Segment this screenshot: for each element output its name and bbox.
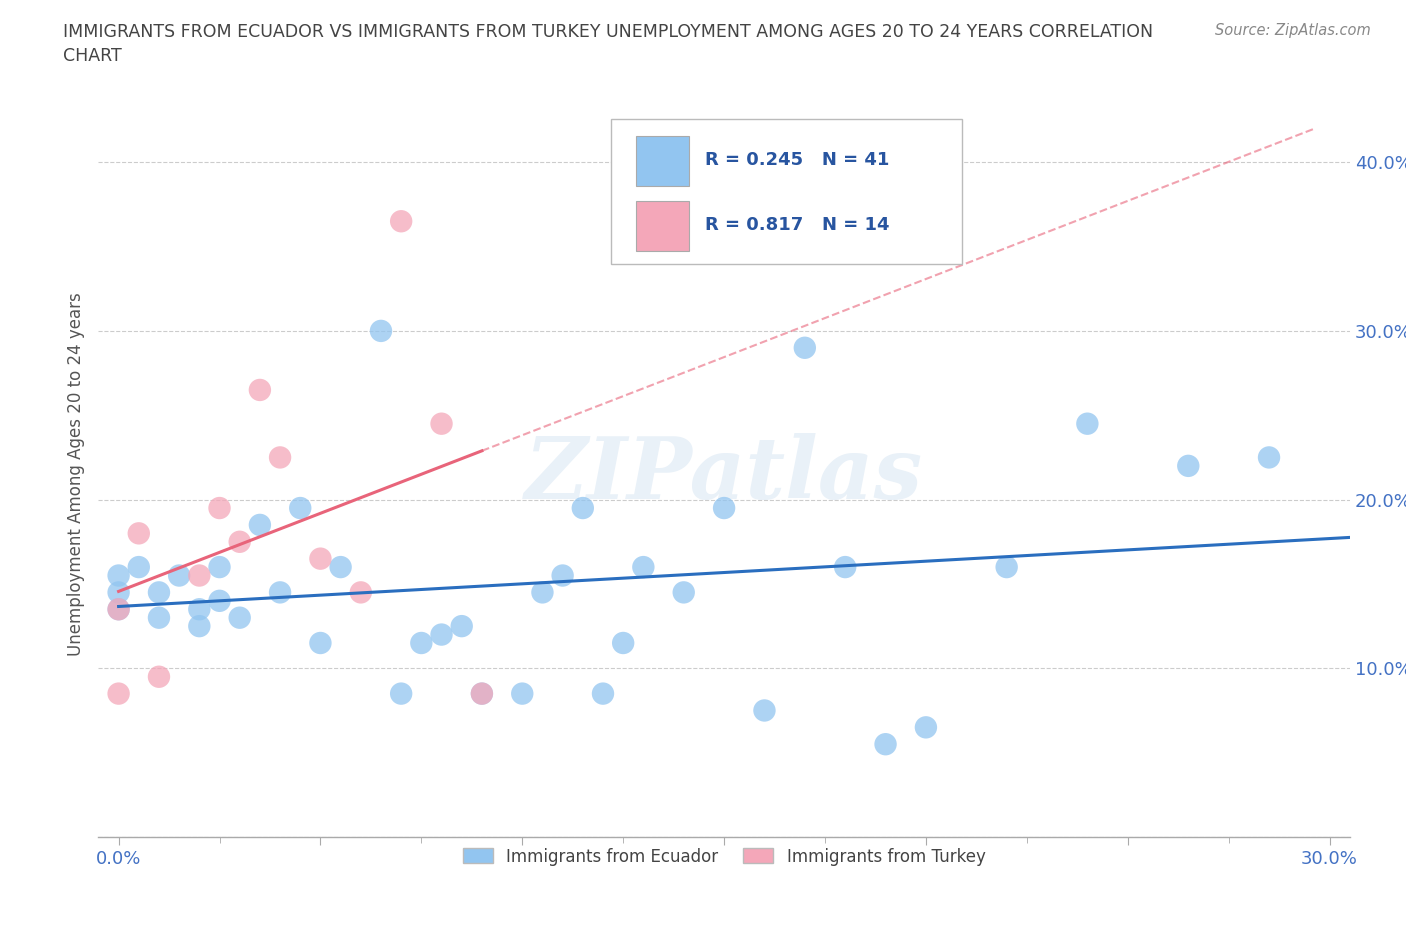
- Point: [350, 585, 373, 600]
- Point: [572, 500, 595, 515]
- Point: [269, 585, 291, 600]
- Text: IMMIGRANTS FROM ECUADOR VS IMMIGRANTS FROM TURKEY UNEMPLOYMENT AMONG AGES 20 TO : IMMIGRANTS FROM ECUADOR VS IMMIGRANTS FR…: [63, 23, 1153, 65]
- Point: [592, 686, 614, 701]
- Text: ZIPatlas: ZIPatlas: [524, 432, 924, 516]
- Text: Source: ZipAtlas.com: Source: ZipAtlas.com: [1215, 23, 1371, 38]
- Point: [389, 214, 412, 229]
- Point: [672, 585, 695, 600]
- Point: [329, 560, 352, 575]
- Point: [228, 610, 250, 625]
- Point: [269, 450, 291, 465]
- Point: [128, 525, 150, 540]
- FancyBboxPatch shape: [637, 136, 689, 186]
- Point: [107, 602, 129, 617]
- Point: [148, 670, 170, 684]
- Point: [107, 568, 129, 583]
- Text: R = 0.245   N = 41: R = 0.245 N = 41: [706, 152, 890, 169]
- Point: [208, 560, 231, 575]
- Point: [309, 551, 332, 566]
- Point: [167, 568, 190, 583]
- Point: [107, 585, 129, 600]
- Point: [834, 560, 856, 575]
- Point: [551, 568, 574, 583]
- Point: [249, 517, 271, 532]
- Point: [208, 593, 231, 608]
- Point: [188, 602, 211, 617]
- Point: [793, 340, 815, 355]
- Point: [290, 500, 312, 515]
- Y-axis label: Unemployment Among Ages 20 to 24 years: Unemployment Among Ages 20 to 24 years: [66, 292, 84, 657]
- Point: [411, 635, 433, 650]
- Point: [389, 686, 412, 701]
- FancyBboxPatch shape: [637, 201, 689, 251]
- Point: [995, 560, 1018, 575]
- Point: [754, 703, 776, 718]
- Point: [450, 618, 472, 633]
- Point: [249, 382, 271, 397]
- Point: [128, 560, 150, 575]
- Point: [612, 635, 634, 650]
- Point: [107, 686, 129, 701]
- Point: [228, 535, 250, 550]
- Point: [1177, 458, 1199, 473]
- Point: [430, 627, 453, 642]
- Point: [148, 585, 170, 600]
- Point: [471, 686, 494, 701]
- Point: [107, 602, 129, 617]
- Point: [1076, 417, 1098, 432]
- Point: [531, 585, 554, 600]
- Point: [208, 500, 231, 515]
- Text: R = 0.817   N = 14: R = 0.817 N = 14: [706, 217, 890, 234]
- Point: [875, 737, 897, 751]
- Point: [633, 560, 655, 575]
- Point: [370, 324, 392, 339]
- Legend: Immigrants from Ecuador, Immigrants from Turkey: Immigrants from Ecuador, Immigrants from…: [456, 841, 993, 872]
- Point: [713, 500, 735, 515]
- Point: [188, 618, 211, 633]
- Point: [148, 610, 170, 625]
- Point: [510, 686, 533, 701]
- Point: [1258, 450, 1281, 465]
- Point: [188, 568, 211, 583]
- Point: [430, 417, 453, 432]
- Point: [915, 720, 938, 735]
- Point: [309, 635, 332, 650]
- Point: [471, 686, 494, 701]
- FancyBboxPatch shape: [612, 119, 962, 264]
